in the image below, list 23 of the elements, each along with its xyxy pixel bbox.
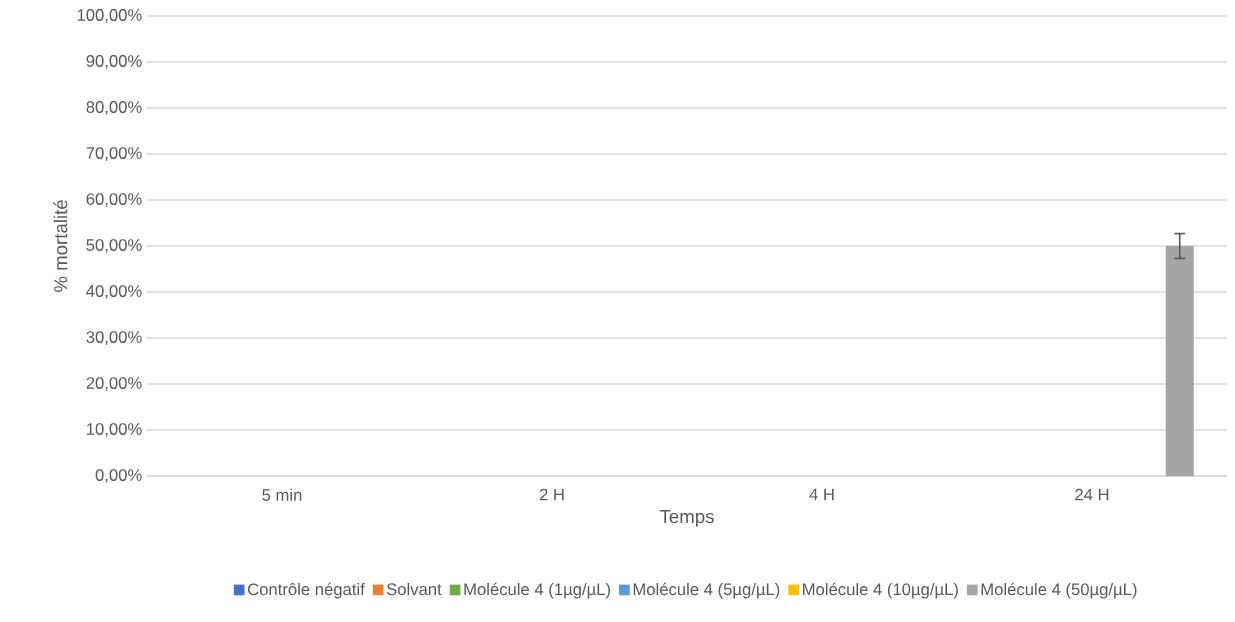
y-axis-title: % mortalité bbox=[53, 200, 68, 293]
x-axis-title: Temps bbox=[659, 510, 714, 527]
x-tick-label: 24 H bbox=[1075, 488, 1109, 501]
legend-label: Molécule 4 (1µg/µL) bbox=[464, 582, 610, 599]
legend-label: Molécule 4 (5µg/µL) bbox=[633, 582, 780, 599]
y-tick-label: 50,00% bbox=[86, 239, 142, 253]
legend-label: Contrôle négatif bbox=[247, 582, 365, 599]
legend-label: Molécule 4 (10µg/µL) bbox=[803, 582, 958, 599]
x-tick-label: 5 min bbox=[262, 488, 302, 501]
x-tick-label: 4 H bbox=[809, 488, 834, 501]
y-tick-label: 60,00% bbox=[86, 193, 142, 207]
y-tick-label: 0,00% bbox=[95, 469, 142, 483]
x-tick-label: 2 H bbox=[539, 488, 564, 501]
y-tick-label: 90,00% bbox=[86, 55, 142, 69]
y-tick-label: 30,00% bbox=[86, 331, 142, 345]
y-tick-label: 80,00% bbox=[86, 101, 142, 115]
legend-label: Molécule 4 (50µg/µL) bbox=[981, 582, 1137, 599]
y-tick-label: 40,00% bbox=[86, 285, 142, 299]
y-tick-label: 10,00% bbox=[87, 423, 142, 437]
y-tick-label: 70,00% bbox=[86, 147, 142, 161]
y-tick-label: 100,00% bbox=[77, 9, 142, 23]
y-tick-label: 20,00% bbox=[86, 377, 142, 391]
legend-label: Solvant bbox=[386, 582, 442, 596]
